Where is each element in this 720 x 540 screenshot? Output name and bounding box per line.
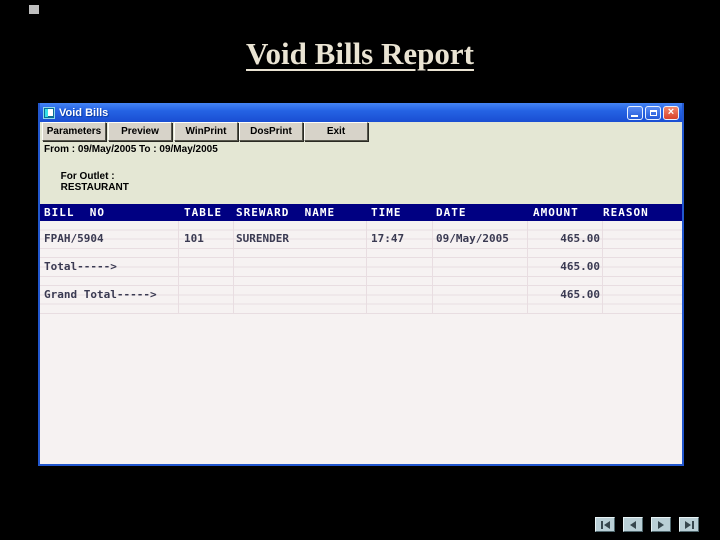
grid-vline (366, 221, 367, 314)
outlet-label: For Outlet : (60, 171, 115, 182)
column-header-reason: REASON (603, 206, 649, 219)
parameters-button[interactable]: Parameters (42, 122, 106, 141)
table-header-row: BILL NO TABLE SREWARD NAME TIME DATE AMO… (40, 204, 682, 221)
first-slide-icon (600, 520, 603, 529)
outlet-value: RESTAURANT (60, 182, 129, 193)
column-header-time: TIME (371, 206, 402, 219)
slide-title-text: Void Bills Report (246, 36, 474, 71)
total-amount: 465.00 (560, 260, 600, 273)
date-range-text: From : 09/May/2005 To : 09/May/2005 (44, 144, 218, 155)
close-icon: × (667, 106, 675, 118)
last-slide-icon (684, 520, 691, 529)
restore-button[interactable] (645, 105, 661, 120)
void-bills-report-table: BILL NO TABLE SREWARD NAME TIME DATE AMO… (40, 204, 682, 464)
cell-time: 17:47 (371, 232, 405, 245)
column-header-amount: AMOUNT (533, 206, 579, 219)
cell-table: 101 (184, 232, 204, 245)
app-form-icon (43, 106, 55, 119)
total-row: Total-----> 465.00 (40, 260, 682, 274)
nav-next-slide-button[interactable] (651, 517, 671, 532)
grand-total-row: Grand Total-----> 465.00 (40, 288, 682, 302)
column-header-table: TABLE (184, 206, 223, 219)
cell-amount: 465.00 (560, 232, 600, 245)
preview-button[interactable]: Preview (108, 122, 172, 141)
cell-date: 09/May/2005 (436, 232, 509, 245)
grid-vline (233, 221, 234, 314)
column-header-bill-no: BILL NO (44, 206, 105, 219)
window-controls: × (627, 105, 679, 120)
column-header-date: DATE (436, 206, 467, 219)
table-grid-area (40, 221, 682, 314)
nav-first-slide-button[interactable] (595, 517, 615, 532)
nav-last-slide-button[interactable] (679, 517, 699, 532)
nav-previous-slide-button[interactable] (623, 517, 643, 532)
grid-vline (527, 221, 528, 314)
outlet-line: For Outlet : RESTAURANT (44, 160, 145, 204)
window-title: Void Bills (59, 106, 109, 119)
slide-corner-mark (29, 5, 39, 14)
column-header-steward-name: SREWARD NAME (236, 206, 336, 219)
next-slide-icon (658, 520, 664, 529)
slide-title: Void Bills Report (0, 36, 720, 72)
window-titlebar: Void Bills × (40, 103, 682, 122)
total-label: Total-----> (44, 260, 117, 273)
restore-icon (649, 109, 657, 116)
grand-total-label: Grand Total-----> (44, 288, 157, 301)
dosprint-button[interactable]: DosPrint (239, 122, 303, 141)
cell-steward-name: SURENDER (236, 232, 289, 245)
table-row: FPAH/5904 101 SURENDER 17:47 09/May/2005… (40, 232, 682, 246)
grid-vline (178, 221, 179, 314)
close-button[interactable]: × (663, 105, 679, 120)
grand-total-amount: 465.00 (560, 288, 600, 301)
grid-vline (432, 221, 433, 314)
winprint-button[interactable]: WinPrint (174, 122, 238, 141)
void-bills-window: Void Bills × Parameters Preview WinPrint… (38, 103, 684, 466)
previous-slide-icon (630, 520, 636, 529)
cell-bill-no: FPAH/5904 (44, 232, 104, 245)
minimize-icon (631, 114, 638, 117)
grid-vline (602, 221, 603, 314)
exit-button[interactable]: Exit (304, 122, 368, 141)
toolbar: Parameters Preview WinPrint DosPrint Exi… (42, 122, 682, 142)
minimize-button[interactable] (627, 105, 643, 120)
